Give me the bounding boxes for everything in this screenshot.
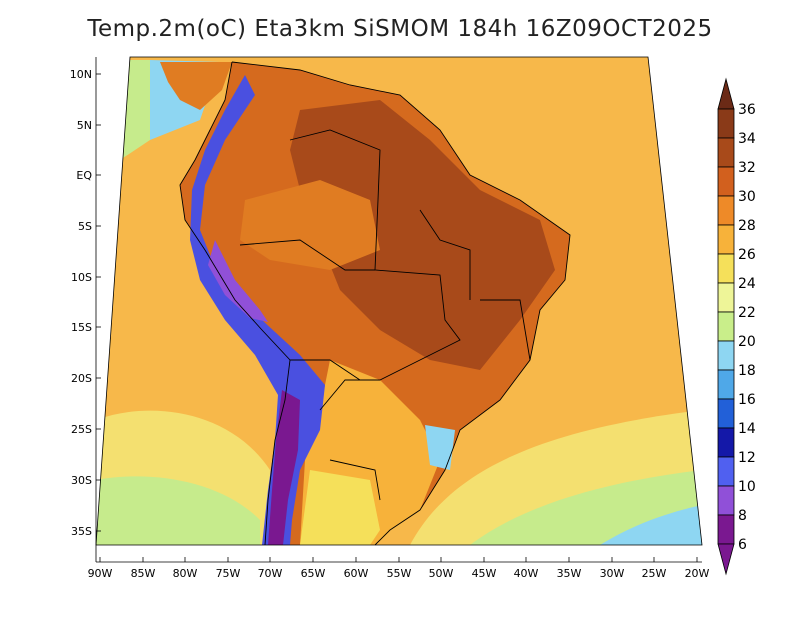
colorbar-label: 24 bbox=[738, 276, 756, 292]
colorbar-label: 32 bbox=[738, 160, 756, 176]
lon-label: 25W bbox=[642, 567, 667, 580]
colorbar-segment bbox=[717, 456, 735, 487]
colorbar-label: 10 bbox=[738, 479, 756, 495]
lon-label: 75W bbox=[216, 567, 241, 580]
colorbar-top-arrow bbox=[717, 77, 735, 110]
colorbar-label: 12 bbox=[738, 450, 756, 466]
map-title: Temp.2m(oC) Eta3km SiSMOM 184h 16Z09OCT2… bbox=[87, 16, 713, 42]
lat-label: 5S bbox=[78, 220, 92, 233]
lat-label: 20S bbox=[71, 372, 92, 385]
colorbar-label: 6 bbox=[738, 537, 747, 553]
lon-label: 30W bbox=[600, 567, 625, 580]
land-amazon bbox=[240, 180, 380, 270]
colorbar-bottom-arrow bbox=[717, 543, 735, 576]
lat-label: 5N bbox=[77, 119, 92, 132]
colorbar-label: 28 bbox=[738, 218, 756, 234]
lat-label: 10N bbox=[70, 68, 92, 81]
colorbar-segment bbox=[717, 108, 735, 139]
lon-label: 40W bbox=[514, 567, 539, 580]
lat-label: 25S bbox=[71, 423, 92, 436]
land-south-brazil-cool bbox=[425, 425, 455, 470]
lon-label: 70W bbox=[258, 567, 283, 580]
colorbar-segment bbox=[717, 253, 735, 284]
lat-labels: 10N 5N EQ 5S 10S 15S 20S 25S 30S 35S bbox=[70, 68, 93, 538]
lat-label: 10S bbox=[71, 271, 92, 284]
colorbar-segment bbox=[717, 514, 735, 545]
land-pampas bbox=[300, 470, 380, 545]
colorbar-segment bbox=[717, 166, 735, 197]
lon-label: 55W bbox=[387, 567, 412, 580]
colorbar-label: 26 bbox=[738, 247, 756, 263]
colorbar-segment bbox=[717, 195, 735, 226]
colorbar-label: 8 bbox=[738, 508, 747, 524]
colorbar-label: 14 bbox=[738, 421, 756, 437]
colorbar-segment bbox=[717, 340, 735, 371]
colorbar-segment bbox=[717, 282, 735, 313]
colorbar-segment bbox=[717, 398, 735, 429]
andes-coldest bbox=[268, 390, 300, 545]
atlantic-coldest-region bbox=[600, 505, 702, 545]
lat-label: EQ bbox=[76, 169, 92, 182]
land-central-america bbox=[160, 62, 232, 110]
colorbar-label: 18 bbox=[738, 363, 756, 379]
andes-mid-band bbox=[208, 240, 268, 322]
colorbar-label: 30 bbox=[738, 189, 756, 205]
lon-label: 50W bbox=[429, 567, 454, 580]
map-frame bbox=[95, 56, 703, 546]
colorbar-label: 16 bbox=[738, 392, 756, 408]
lat-axis bbox=[95, 57, 101, 562]
lon-label: 85W bbox=[131, 567, 156, 580]
colorbar-segment bbox=[717, 137, 735, 168]
lon-label: 80W bbox=[173, 567, 198, 580]
colorbar-segment bbox=[717, 224, 735, 255]
lat-label: 15S bbox=[71, 321, 92, 334]
lon-label: 45W bbox=[472, 567, 497, 580]
colorbar: 36 34 32 30 28 26 24 22 20 18 16 14 12 10 8 6 bbox=[717, 77, 756, 576]
lon-label: 60W bbox=[344, 567, 369, 580]
colorbar-label: 34 bbox=[738, 131, 756, 147]
colorbar-label: 20 bbox=[738, 334, 756, 350]
colorbar-label: 36 bbox=[738, 102, 756, 118]
lon-axis bbox=[96, 557, 702, 563]
pacific-cold-region bbox=[96, 476, 260, 545]
lon-label: 90W bbox=[88, 567, 113, 580]
colorbar-segment bbox=[717, 311, 735, 342]
lon-label: 65W bbox=[301, 567, 326, 580]
lon-label: 35W bbox=[557, 567, 582, 580]
lon-labels: 90W 85W 80W 75W 70W 65W 60W 55W 50W 45W … bbox=[88, 567, 710, 580]
country-borders bbox=[179, 61, 571, 546]
lat-label: 35S bbox=[71, 525, 92, 538]
colorbar-segment bbox=[717, 369, 735, 400]
lon-label: 20W bbox=[685, 567, 710, 580]
colorbar-label: 22 bbox=[738, 305, 756, 321]
temperature-field bbox=[96, 57, 702, 545]
lat-label: 30S bbox=[71, 474, 92, 487]
land-hot-interior bbox=[290, 100, 555, 370]
colorbar-segment bbox=[717, 427, 735, 458]
colorbar-segment bbox=[717, 485, 735, 516]
